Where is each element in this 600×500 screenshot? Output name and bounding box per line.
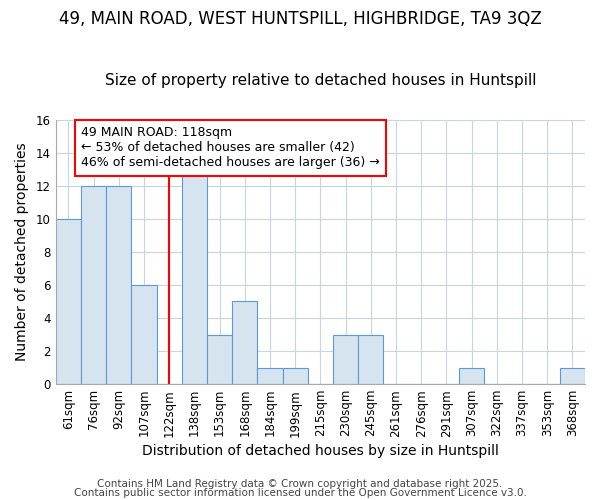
Text: 49 MAIN ROAD: 118sqm
← 53% of detached houses are smaller (42)
46% of semi-detac: 49 MAIN ROAD: 118sqm ← 53% of detached h… [81, 126, 380, 170]
Title: Size of property relative to detached houses in Huntspill: Size of property relative to detached ho… [104, 73, 536, 88]
Text: Contains HM Land Registry data © Crown copyright and database right 2025.: Contains HM Land Registry data © Crown c… [97, 479, 503, 489]
Bar [283, 368, 308, 384]
Bar [358, 334, 383, 384]
Bar [106, 186, 131, 384]
Text: 49, MAIN ROAD, WEST HUNTSPILL, HIGHBRIDGE, TA9 3QZ: 49, MAIN ROAD, WEST HUNTSPILL, HIGHBRIDG… [59, 10, 541, 28]
Bar [131, 285, 157, 384]
X-axis label: Distribution of detached houses by size in Huntspill: Distribution of detached houses by size … [142, 444, 499, 458]
Bar [81, 186, 106, 384]
Bar [459, 368, 484, 384]
Bar [560, 368, 585, 384]
Bar [232, 302, 257, 384]
Bar [207, 334, 232, 384]
Y-axis label: Number of detached properties: Number of detached properties [15, 142, 29, 361]
Bar [333, 334, 358, 384]
Bar [56, 219, 81, 384]
Bar [182, 170, 207, 384]
Text: Contains public sector information licensed under the Open Government Licence v3: Contains public sector information licen… [74, 488, 526, 498]
Bar [257, 368, 283, 384]
